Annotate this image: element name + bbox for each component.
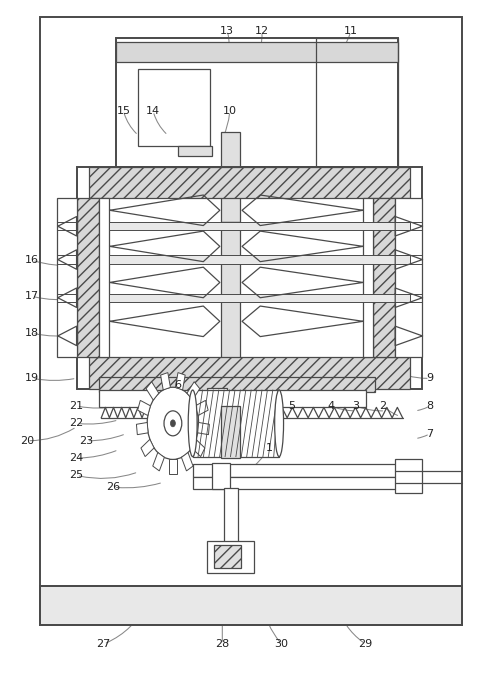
Bar	[363, 198, 373, 357]
Bar	[221, 132, 240, 222]
Text: 28: 28	[215, 639, 229, 649]
Text: 13: 13	[220, 26, 234, 36]
Text: 21: 21	[70, 401, 83, 411]
Polygon shape	[195, 400, 208, 416]
Text: 27: 27	[97, 639, 111, 649]
Text: 6: 6	[174, 380, 181, 390]
Text: 15: 15	[117, 106, 130, 116]
Polygon shape	[136, 423, 148, 434]
Bar	[89, 357, 410, 389]
Bar	[77, 167, 422, 389]
Bar	[89, 167, 410, 198]
Bar	[207, 541, 254, 573]
Bar	[99, 198, 109, 357]
Text: 9: 9	[426, 373, 433, 383]
Ellipse shape	[188, 390, 197, 457]
Polygon shape	[187, 382, 200, 400]
Text: 17: 17	[25, 291, 39, 301]
Bar	[193, 477, 412, 489]
Bar	[193, 464, 412, 477]
Bar	[207, 388, 227, 407]
Polygon shape	[138, 400, 151, 416]
Text: 29: 29	[359, 639, 372, 649]
Polygon shape	[198, 423, 209, 434]
Text: 30: 30	[275, 639, 288, 649]
Text: 22: 22	[70, 418, 83, 428]
Bar	[214, 545, 241, 568]
Ellipse shape	[275, 390, 284, 457]
Bar	[224, 488, 238, 545]
Text: 7: 7	[426, 429, 433, 439]
Text: 20: 20	[20, 436, 34, 446]
Polygon shape	[153, 452, 165, 471]
Text: 19: 19	[25, 373, 39, 383]
Bar	[99, 377, 375, 392]
Polygon shape	[192, 439, 205, 457]
Bar	[221, 406, 240, 458]
Polygon shape	[169, 459, 177, 474]
Text: 11: 11	[344, 26, 358, 36]
Polygon shape	[175, 373, 185, 390]
Bar	[40, 586, 462, 625]
Text: 12: 12	[255, 26, 269, 36]
Bar	[138, 69, 210, 146]
Bar	[116, 38, 398, 167]
Text: 16: 16	[25, 255, 39, 265]
Bar	[109, 255, 410, 264]
Bar	[316, 38, 398, 167]
Bar	[373, 198, 395, 357]
Bar	[178, 146, 212, 156]
Circle shape	[170, 420, 175, 427]
Bar	[99, 390, 198, 407]
Text: 10: 10	[223, 106, 237, 116]
Text: 26: 26	[107, 482, 121, 492]
Polygon shape	[141, 439, 154, 457]
Text: 18: 18	[25, 328, 39, 338]
Text: 24: 24	[70, 453, 83, 463]
Polygon shape	[146, 382, 159, 400]
Bar	[116, 42, 398, 62]
Bar	[57, 198, 77, 357]
Bar	[395, 198, 422, 357]
Bar	[40, 17, 462, 625]
Text: 23: 23	[80, 436, 93, 446]
Bar	[221, 222, 240, 437]
Circle shape	[147, 387, 199, 459]
Circle shape	[164, 411, 182, 436]
Polygon shape	[181, 452, 193, 471]
Text: 25: 25	[70, 471, 83, 480]
Text: 2: 2	[379, 401, 386, 411]
Bar	[40, 586, 462, 625]
Bar	[212, 463, 230, 489]
Bar	[193, 390, 279, 457]
Text: 5: 5	[288, 401, 295, 411]
Bar	[109, 222, 410, 230]
Text: 4: 4	[328, 401, 334, 411]
Bar	[277, 390, 366, 407]
Bar	[109, 294, 410, 302]
Text: 1: 1	[266, 443, 273, 452]
Bar	[77, 198, 99, 357]
Text: 8: 8	[426, 401, 433, 411]
Text: 3: 3	[352, 401, 359, 411]
Polygon shape	[161, 373, 170, 390]
Bar	[395, 459, 422, 493]
Text: 14: 14	[146, 106, 160, 116]
